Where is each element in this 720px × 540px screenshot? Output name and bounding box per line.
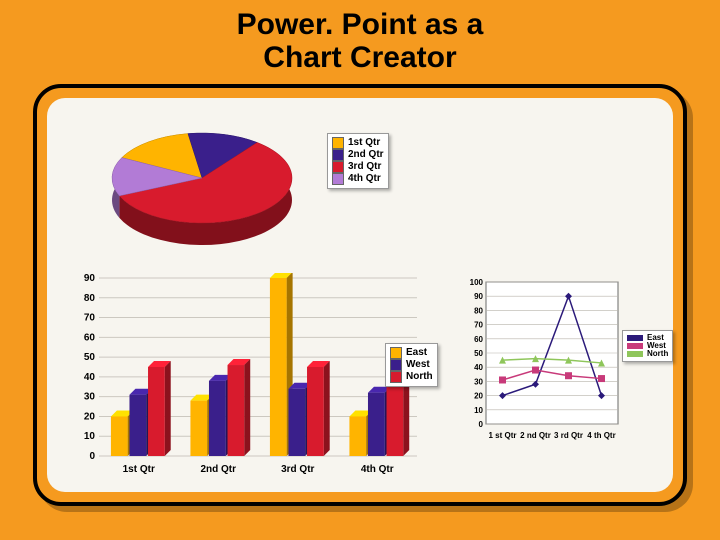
legend-swatch [627, 343, 643, 349]
svg-text:4th Qtr: 4th Qtr [361, 464, 394, 475]
page-title: Power. Point as a Chart Creator [237, 8, 484, 74]
legend-swatch [390, 371, 402, 383]
legend-swatch [332, 173, 344, 185]
svg-text:1 st Qtr: 1 st Qtr [488, 431, 516, 440]
legend-swatch [390, 359, 402, 371]
svg-text:0: 0 [479, 420, 484, 429]
svg-text:90: 90 [84, 273, 96, 284]
svg-text:4 th Qtr: 4 th Qtr [587, 431, 615, 440]
svg-text:20: 20 [84, 411, 96, 422]
svg-text:40: 40 [84, 372, 96, 383]
legend-label: East [406, 348, 427, 358]
svg-text:80: 80 [474, 306, 483, 315]
pie-legend-item: 3rd Qtr [332, 161, 384, 173]
chart-panel-outer: 1st Qtr 2nd Qtr 3rd Qtr 4th Qtr 0 10 20 30 40 50… [33, 84, 687, 506]
svg-text:20: 20 [474, 392, 483, 401]
svg-text:40: 40 [474, 363, 483, 372]
svg-text:10: 10 [474, 406, 483, 415]
line-legend-item: North [627, 350, 668, 358]
svg-text:30: 30 [84, 392, 96, 403]
svg-text:80: 80 [84, 293, 96, 304]
svg-text:100: 100 [470, 278, 484, 287]
legend-label: 1st Qtr [348, 138, 380, 148]
svg-text:90: 90 [474, 292, 483, 301]
legend-swatch [332, 161, 344, 173]
svg-text:70: 70 [84, 313, 96, 324]
bar-legend-item: North [390, 371, 433, 383]
bar-legend-item: West [390, 359, 433, 371]
legend-swatch [332, 137, 344, 149]
legend-label: North [406, 372, 433, 382]
pie-legend-item: 4th Qtr [332, 173, 384, 185]
svg-text:50: 50 [84, 352, 96, 363]
pie-legend-item: 1st Qtr [332, 137, 384, 149]
svg-text:60: 60 [84, 332, 96, 343]
svg-text:1st Qtr: 1st Qtr [123, 464, 155, 475]
legend-swatch [332, 149, 344, 161]
svg-text:0: 0 [89, 451, 95, 462]
bar-legend: East West North [385, 343, 438, 387]
legend-swatch [390, 347, 402, 359]
svg-text:60: 60 [474, 335, 483, 344]
pie-legend-item: 2nd Qtr [332, 149, 384, 161]
svg-text:2nd Qtr: 2nd Qtr [200, 464, 236, 475]
legend-label: 2nd Qtr [348, 150, 384, 160]
bar-chart: 0 10 20 30 40 50 60 70 80 90 1st Qtr 2nd Qtr 3rd Qtr… [67, 273, 427, 478]
bar-legend-item: East [390, 347, 433, 359]
legend-swatch [627, 351, 643, 357]
svg-text:30: 30 [474, 377, 483, 386]
legend-label: West [406, 360, 430, 370]
chart-panel-inner: 1st Qtr 2nd Qtr 3rd Qtr 4th Qtr 0 10 20 30 40 50… [47, 98, 673, 492]
svg-text:3 rd Qtr: 3 rd Qtr [554, 431, 583, 440]
svg-text:70: 70 [474, 321, 483, 330]
legend-swatch [627, 335, 643, 341]
legend-label: North [647, 350, 668, 358]
svg-text:2 nd Qtr: 2 nd Qtr [520, 431, 551, 440]
legend-label: 3rd Qtr [348, 162, 381, 172]
svg-text:50: 50 [474, 349, 483, 358]
svg-text:3rd Qtr: 3rd Qtr [281, 464, 314, 475]
legend-label: 4th Qtr [348, 174, 381, 184]
line-legend: EastWestNorth [622, 330, 673, 362]
slide: Power. Point as a Chart Creator 1st Qtr 2… [0, 0, 720, 540]
svg-text:10: 10 [84, 431, 96, 442]
pie-legend: 1st Qtr 2nd Qtr 3rd Qtr 4th Qtr [327, 133, 389, 189]
pie-chart [97, 118, 357, 258]
